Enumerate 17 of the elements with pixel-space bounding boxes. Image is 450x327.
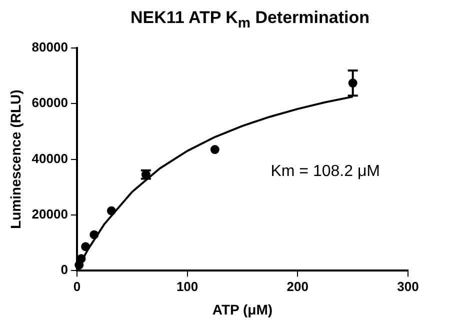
- y-axis-title: Luminescence (RLU): [7, 90, 24, 229]
- y-tick-label: 20000: [32, 206, 68, 222]
- point: [90, 230, 99, 240]
- point: [106, 206, 116, 216]
- x-tick-label: 0: [73, 278, 81, 294]
- y-tick-label: 80000: [32, 40, 68, 55]
- x-tick-label: 300: [397, 278, 419, 294]
- annotation: Km = 108.2 μM: [270, 163, 380, 180]
- point: [210, 145, 220, 154]
- x-tick-label: 100: [176, 278, 198, 294]
- y-tick-label: 0: [60, 262, 68, 278]
- chart-title: NEK11 ATP K$_{m}$ Determination: [129, 8, 370, 32]
- x-tick-label: 200: [286, 278, 308, 294]
- x-axis-title: ATP (μM): [212, 301, 273, 318]
- y-tick-label: 40000: [32, 150, 68, 166]
- y-tick-label: 60000: [32, 95, 68, 110]
- point: [81, 242, 90, 252]
